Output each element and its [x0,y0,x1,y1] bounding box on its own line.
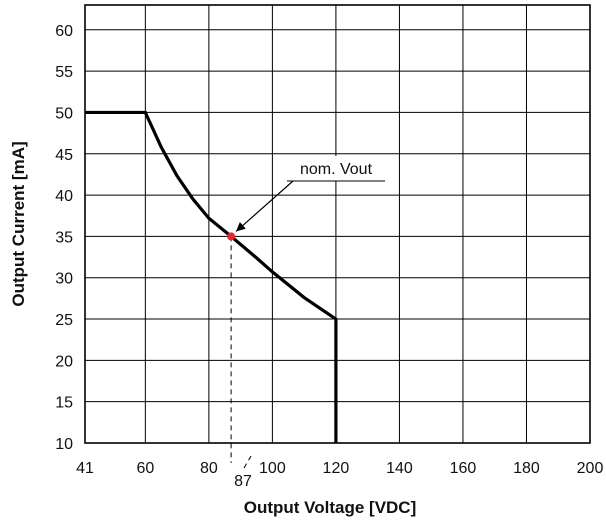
x-tick-label: 140 [386,460,413,477]
annotation-label: nom. Vout [300,161,373,178]
y-tick-label: 15 [55,395,73,412]
y-tick-label: 20 [55,353,73,370]
annotation-arrowhead [236,222,246,232]
annotation-arrow-line [235,180,294,232]
nominal-point-marker [227,232,236,241]
data-series [85,110,338,443]
plot-frame [84,4,591,444]
x-tick-label: 160 [450,460,477,477]
x-tick-label: 180 [513,460,540,477]
y-tick-label: 60 [55,23,73,40]
x-tick-label: 100 [259,460,286,477]
nominal-voltage-leader [243,455,252,469]
y-tick-label: 35 [55,229,73,246]
annotation-label-background [287,156,385,181]
y-tick-label: 25 [55,312,73,329]
x-tick-label: 60 [136,460,154,477]
grid [85,5,590,443]
y-tick-label: 50 [55,105,73,122]
x-axis-title: Output Voltage [VDC] [244,498,417,517]
y-tick-label: 55 [55,64,73,81]
series-line [85,110,338,443]
x-tick-label: 200 [577,460,604,477]
y-tick-label: 10 [55,436,73,453]
y-tick-label: 30 [55,271,73,288]
y-tick-label: 40 [55,188,73,205]
x-tick-label: 80 [200,460,218,477]
tick-labels: 41 60 80 100 120 140 160 180 200 10 15 20 25 30 35 40 45… [55,23,603,477]
x-tick-label: 41 [76,460,94,477]
y-axis-title: Output Current [mA] [9,141,28,306]
y-tick-label: 45 [55,147,73,164]
annotations: 87 nom. Vout [227,156,385,490]
x-tick-label: 120 [323,460,350,477]
nominal-voltage-value-label: 87 [234,473,252,490]
